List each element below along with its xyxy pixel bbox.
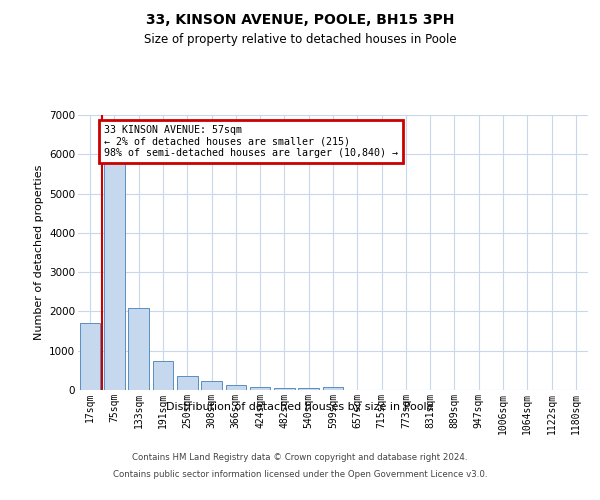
Bar — [201, 382, 222, 390]
Text: Size of property relative to detached houses in Poole: Size of property relative to detached ho… — [143, 32, 457, 46]
Bar — [128, 308, 149, 390]
Bar — [323, 387, 343, 390]
Text: Contains HM Land Registry data © Crown copyright and database right 2024.: Contains HM Land Registry data © Crown c… — [132, 452, 468, 462]
Text: 33 KINSON AVENUE: 57sqm
← 2% of detached houses are smaller (215)
98% of semi-de: 33 KINSON AVENUE: 57sqm ← 2% of detached… — [104, 125, 398, 158]
Text: Contains public sector information licensed under the Open Government Licence v3: Contains public sector information licen… — [113, 470, 487, 479]
Bar — [226, 386, 246, 390]
Text: Distribution of detached houses by size in Poole: Distribution of detached houses by size … — [166, 402, 434, 412]
Bar — [80, 323, 100, 390]
Bar — [177, 376, 197, 390]
Y-axis label: Number of detached properties: Number of detached properties — [34, 165, 44, 340]
Bar — [152, 360, 173, 390]
Bar — [274, 388, 295, 390]
Bar — [250, 387, 271, 390]
Text: 33, KINSON AVENUE, POOLE, BH15 3PH: 33, KINSON AVENUE, POOLE, BH15 3PH — [146, 12, 454, 26]
Bar — [104, 162, 125, 390]
Bar — [298, 388, 319, 390]
